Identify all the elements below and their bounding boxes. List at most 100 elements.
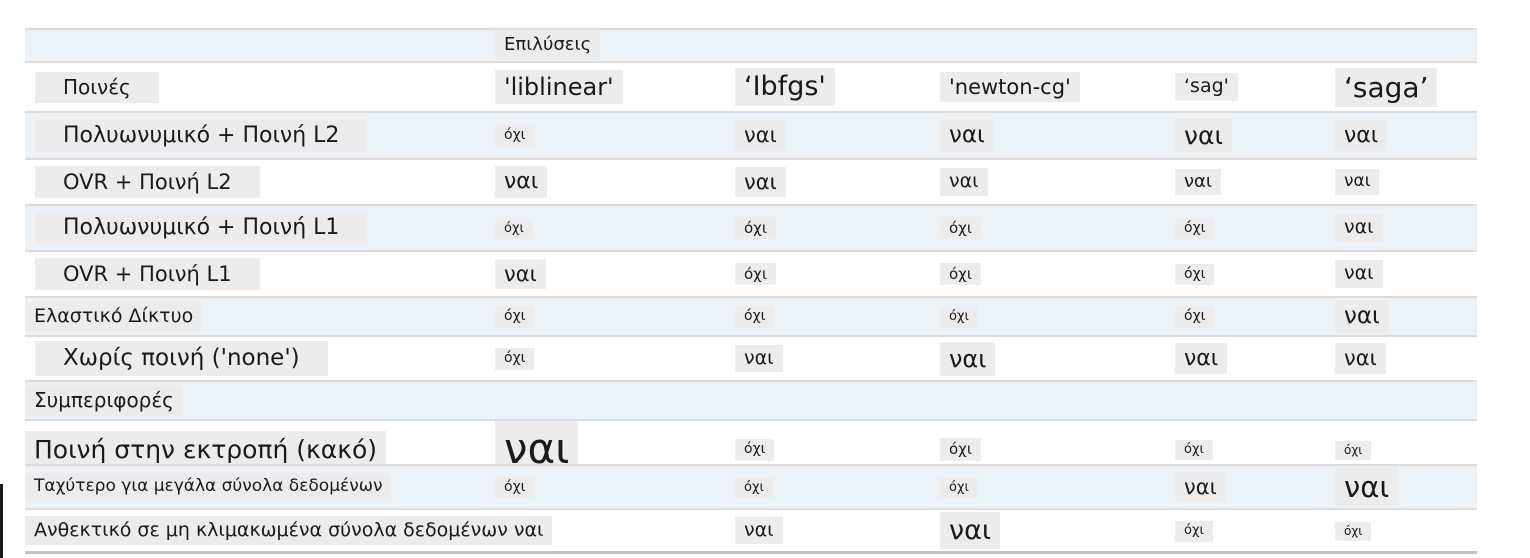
value-cell: ναι xyxy=(1150,471,1310,503)
value-cell: όχι xyxy=(915,305,1150,328)
value-cell: όχι xyxy=(915,262,1150,286)
value-cell: όχι xyxy=(915,476,1150,499)
solver-table: Επιλύσεις Ποινές 'liblinear' ‘Ibfgs' 'newt… xyxy=(25,28,1477,554)
value-cell: όχι xyxy=(710,438,915,461)
row-label-cell: Πολυωνυμικό + Ποινή L1 xyxy=(25,211,470,245)
value-text: ναι xyxy=(1335,169,1380,195)
value-cell: όχι xyxy=(1310,439,1477,460)
value-text: ναι xyxy=(1335,300,1389,333)
value-cell: όχι xyxy=(1150,438,1310,461)
row-label-cell: Συμπεριφορές xyxy=(25,385,470,416)
row-label-cell: OVR + Ποινή L2 xyxy=(25,165,470,199)
value-text: όχι xyxy=(495,218,533,240)
value-text: ναι xyxy=(940,341,996,376)
value-cell: όχι xyxy=(710,216,915,240)
value-cell: όχι xyxy=(470,476,710,499)
row-label: OVR + Ποινή L2 xyxy=(35,165,260,199)
row-label-cell: Ανθεκτικό σε μη κλιμακωμένα σύνολα δεδομ… xyxy=(25,515,553,546)
value-text: ναι xyxy=(1335,343,1386,374)
value-cell: όχι xyxy=(710,262,915,286)
value-cell: όχι xyxy=(915,216,1150,240)
value-cell: ναι xyxy=(1150,168,1310,196)
value-cell: ναι xyxy=(1150,117,1310,154)
table-row: Ποινή στην εκτροπή (κακό) ναι όχι όχι όχι όχι xyxy=(25,419,1477,478)
solvers-title-label: Επιλύσεις xyxy=(495,31,601,60)
value-text: ναι xyxy=(735,120,786,151)
value-cell: όχι xyxy=(470,347,710,370)
value-text: όχι xyxy=(940,477,978,499)
value-text: ναι xyxy=(940,168,988,196)
value-text: όχι xyxy=(1335,440,1372,460)
solver-header-cell: ‘sag' xyxy=(1150,73,1310,101)
value-cell: ναι xyxy=(710,516,915,545)
value-text: όχι xyxy=(735,439,775,461)
value-cell: ναι xyxy=(1310,169,1477,195)
value-text: ναι xyxy=(1175,117,1232,154)
value-text: ναι xyxy=(1335,260,1383,288)
value-text: ναι xyxy=(495,258,546,290)
value-text: όχι xyxy=(1175,521,1213,542)
solver-name: ‘saga’ xyxy=(1335,67,1438,107)
table-row: Συμπεριφορές xyxy=(25,380,1477,419)
value-cell: ναι xyxy=(710,120,915,151)
value-cell: ναι xyxy=(1310,300,1477,333)
value-text: ναι xyxy=(940,511,1001,550)
value-text: ναι xyxy=(1335,119,1388,152)
table-row: Ανθεκτικό σε μη κλιμακωμένα σύνολα δεδομ… xyxy=(25,508,1477,551)
value-text: ναι xyxy=(735,166,786,198)
solvers-title-cell: Επιλύσεις xyxy=(470,31,710,60)
table-row: Ταχύτερο για μεγάλα σύνολα δεδομένων όχι ό… xyxy=(25,464,1477,508)
value-text: όχι xyxy=(940,307,978,328)
value-text: ναι xyxy=(735,344,783,373)
solver-header-cell: 'liblinear' xyxy=(470,70,710,104)
solver-header-cell: ‘saga’ xyxy=(1310,67,1477,107)
penalties-header-label: Ποινές xyxy=(35,71,159,103)
solver-header-cell: ‘Ibfgs' xyxy=(710,68,915,106)
value-cell: ναι xyxy=(915,168,1150,196)
solver-header-cell: 'newton-cg' xyxy=(915,71,1150,103)
row-label-cell: Ελαστικό Δίκτυο xyxy=(25,301,470,332)
solver-name: 'liblinear' xyxy=(495,70,623,104)
table-row-header: Ποινές 'liblinear' ‘Ibfgs' 'newton-cg' ‘sag… xyxy=(25,61,1477,111)
value-cell: ναι xyxy=(1310,343,1477,374)
value-text: όχι xyxy=(735,477,773,499)
table-row: Πολυωνυμικό + Ποινή L1 όχι όχι όχι όχι ναι xyxy=(25,204,1477,250)
value-text: όχι xyxy=(1175,263,1215,286)
value-cell: όχι xyxy=(1150,217,1310,240)
table-row: OVR + Ποινή L1 ναι όχι όχι όχι ναι xyxy=(25,250,1477,296)
value-cell: όχι xyxy=(470,305,710,328)
value-cell: ναι xyxy=(470,166,710,198)
value-cell: ναι xyxy=(915,341,1150,376)
value-cell: ναι xyxy=(915,119,1150,152)
value-text: όχι xyxy=(495,476,535,499)
row-label: Πολυωνυμικό + Ποινή L2 xyxy=(35,118,368,153)
value-text: όχι xyxy=(1175,440,1213,461)
row-label: Ταχύτερο για μεγάλα σύνολα δεδομένων xyxy=(25,473,392,501)
value-cell: ναι xyxy=(1310,260,1477,288)
value-cell: ναι xyxy=(470,258,710,290)
value-cell: ναι xyxy=(710,166,915,198)
table-row: OVR + Ποινή L2 ναι ναι ναι ναι ναι xyxy=(25,158,1477,204)
row-label-cell: Πολυωνυμικό + Ποινή L2 xyxy=(25,118,470,153)
value-cell: όχι xyxy=(1150,263,1310,286)
value-text: όχι xyxy=(495,306,535,328)
row-label-cell: OVR + Ποινή L1 xyxy=(25,257,470,291)
table-row: Ελαστικό Δίκτυο όχι όχι όχι όχι ναι xyxy=(25,296,1477,335)
value-cell: όχι xyxy=(470,217,710,240)
solver-name: 'newton-cg' xyxy=(940,71,1080,103)
value-cell: ναι xyxy=(1310,214,1477,242)
value-cell: ναι xyxy=(1310,466,1477,508)
value-text: ναι xyxy=(940,119,994,152)
value-text: όχι xyxy=(940,216,981,240)
row-label: Ελαστικό Δίκτυο xyxy=(25,301,203,332)
value-text: όχι xyxy=(495,125,535,147)
left-edge-bar xyxy=(0,484,3,558)
value-text: ναι xyxy=(495,166,548,198)
value-cell: όχι xyxy=(1150,519,1310,542)
value-text: όχι xyxy=(735,306,775,328)
row-label: Ποινή στην εκτροπή (κακό) xyxy=(25,430,387,468)
value-cell: όχι xyxy=(710,305,915,328)
row-label: Συμπεριφορές xyxy=(25,385,183,416)
table-row-solvers-title: Επιλύσεις xyxy=(25,28,1477,61)
value-text: όχι xyxy=(940,262,981,286)
